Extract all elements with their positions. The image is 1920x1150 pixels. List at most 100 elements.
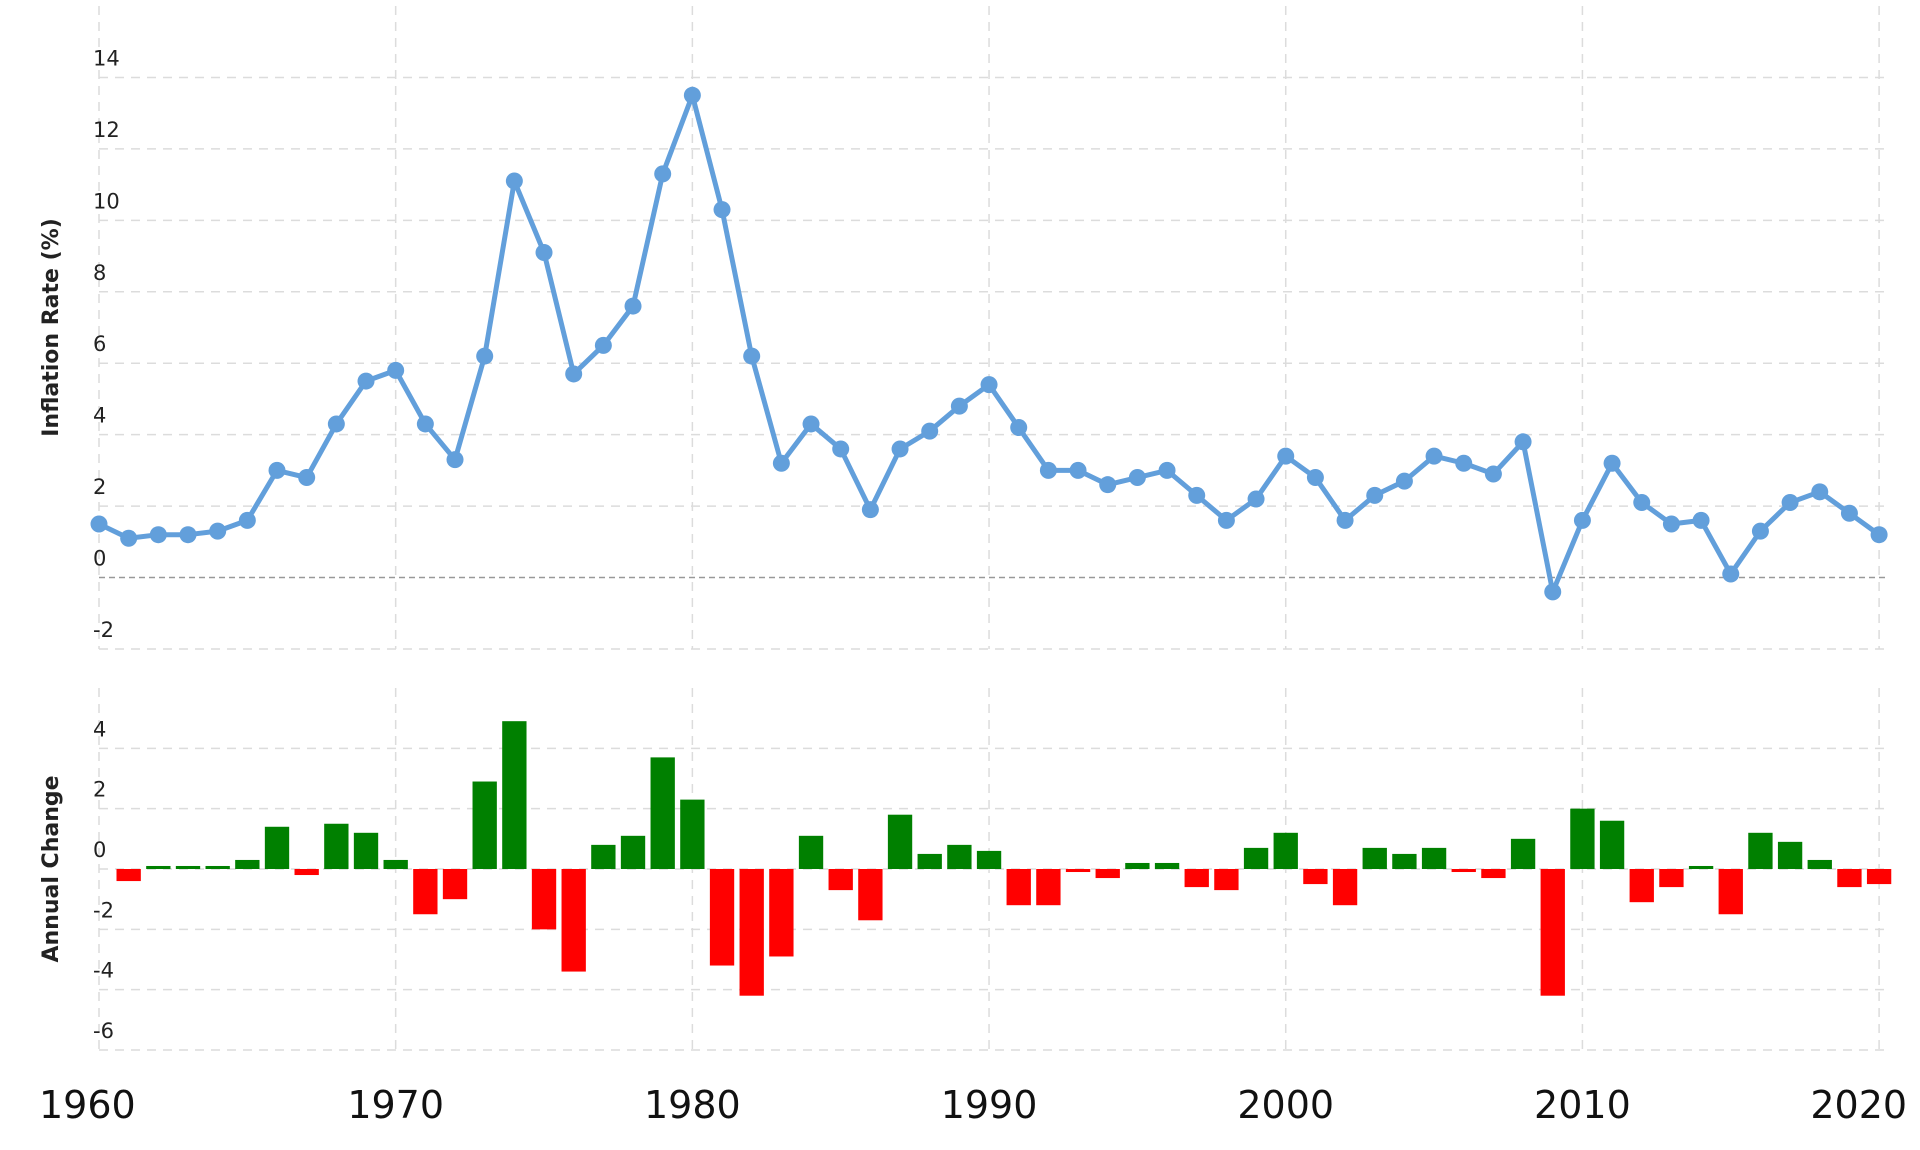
point [565, 365, 583, 383]
point [891, 440, 909, 458]
bar [1866, 869, 1892, 885]
point [1722, 565, 1740, 583]
x-tick-label: 2020 [1810, 1083, 1907, 1127]
point [1128, 469, 1146, 487]
y-tick-label: 14 [93, 46, 120, 70]
point [772, 454, 790, 472]
x-tick-label: 1970 [347, 1083, 444, 1127]
point [1692, 511, 1710, 529]
point [654, 165, 672, 183]
point [1781, 494, 1799, 512]
y-tick-label: 4 [93, 404, 106, 428]
bar [1629, 869, 1654, 903]
y-tick-label: 0 [93, 838, 106, 862]
bar [1243, 847, 1269, 869]
bar [1154, 862, 1180, 869]
point [1840, 504, 1858, 522]
bar [1184, 869, 1209, 888]
y-tick-label: -2 [93, 618, 114, 642]
point [327, 415, 345, 433]
point [713, 201, 731, 219]
x-tick-label: 1990 [941, 1083, 1038, 1127]
point [1217, 511, 1235, 529]
point [1069, 461, 1087, 479]
bar [1837, 869, 1862, 888]
point [802, 415, 820, 433]
point [446, 451, 464, 469]
bar [1777, 841, 1803, 869]
y-axis-label: Inflation Rate (%) [39, 218, 64, 437]
point [387, 361, 405, 379]
y-tick-label: 2 [93, 475, 106, 499]
point [238, 511, 256, 529]
bar [502, 721, 527, 869]
y-tick-label: 8 [93, 261, 106, 285]
y-tick-label: 0 [93, 547, 106, 571]
point [476, 347, 494, 365]
bar [561, 869, 586, 972]
bar [858, 869, 883, 921]
point [209, 522, 227, 540]
y-tick-label: 10 [93, 189, 120, 213]
bar [1659, 869, 1684, 888]
bar [1599, 820, 1625, 869]
bar [1303, 869, 1328, 885]
point [298, 469, 316, 487]
bar [1095, 869, 1120, 879]
point [1425, 447, 1443, 465]
bar [146, 865, 171, 869]
bar [1392, 853, 1417, 869]
point [1573, 511, 1591, 529]
bar [680, 799, 705, 869]
point [1811, 483, 1829, 501]
bar [1214, 869, 1239, 891]
point [1633, 494, 1651, 512]
bar [264, 826, 290, 869]
bar [1718, 869, 1743, 915]
bar [205, 865, 230, 869]
y-tick-label: -2 [93, 898, 114, 922]
point [268, 461, 286, 479]
bar [769, 869, 794, 957]
point [1751, 522, 1769, 540]
point [149, 526, 167, 544]
bar [709, 869, 735, 966]
point [1099, 476, 1117, 494]
x-tick-label: 1980 [644, 1083, 741, 1127]
x-tick-label: 2010 [1534, 1083, 1631, 1127]
point [1484, 465, 1502, 483]
point [1336, 511, 1354, 529]
bar [353, 832, 379, 869]
point [1544, 583, 1562, 601]
bar [1332, 869, 1358, 906]
point [861, 501, 879, 519]
point [357, 372, 375, 390]
bar [917, 853, 942, 869]
point [90, 515, 108, 533]
bar [650, 757, 675, 869]
point [120, 529, 138, 547]
point [505, 172, 523, 190]
bar [739, 869, 764, 996]
bar [620, 835, 646, 869]
bar [1748, 832, 1773, 869]
point [535, 243, 553, 261]
point [624, 297, 642, 315]
point [921, 422, 939, 440]
point [1395, 472, 1413, 490]
point [1455, 454, 1473, 472]
bar [413, 869, 438, 915]
point [1039, 461, 1057, 479]
point [1010, 419, 1028, 437]
point [1306, 469, 1324, 487]
bar [1540, 869, 1565, 996]
bar [798, 835, 824, 869]
bar [383, 859, 408, 869]
bar [1036, 869, 1061, 906]
point [1277, 447, 1295, 465]
y-tick-label: 12 [93, 118, 120, 142]
bar [976, 850, 1002, 869]
bar [1688, 865, 1714, 869]
point [1158, 461, 1176, 479]
